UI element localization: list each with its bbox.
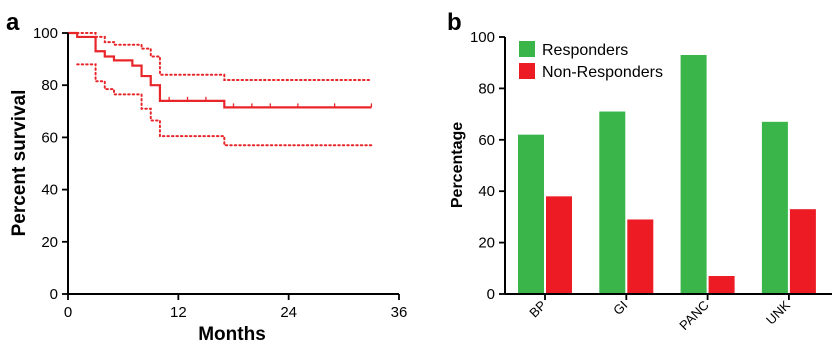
panel-b-label: b: [447, 9, 462, 36]
bar-panc-non-responders: [708, 276, 735, 294]
censor-marks: [168, 96, 373, 108]
category-label: GI: [610, 298, 630, 318]
panel-a-y-axis-title: Percent survival: [9, 90, 30, 237]
y-tick-label: 100: [470, 29, 495, 46]
bar-unk-non-responders: [789, 209, 816, 294]
category-label: PANC: [676, 298, 711, 333]
upper-ci-line: [67, 32, 373, 81]
bar-unk-responders: [761, 121, 788, 294]
y-tick-label: 0: [50, 286, 58, 303]
panel-a-label: a: [6, 9, 20, 36]
y-tick-label: 60: [41, 129, 58, 146]
y-tick-label: 20: [41, 234, 58, 251]
panel-a-y-ticks: 0 20 40 60 80 100: [33, 25, 68, 303]
legend-swatch: [519, 63, 535, 79]
panel-b-category-labels: BP GI PANC UNK: [526, 294, 793, 333]
legend-swatch: [519, 41, 535, 57]
panel-a-survival-chart: a 0 20 40 60 80 100 0 12 24 36 Months Percent su…: [6, 9, 407, 345]
survival-curve: [68, 31, 372, 109]
panel-b-bar-chart: b 0 20 40 60 80 100 BP GI PANC UNK Percentage Re…: [447, 9, 832, 333]
lower-confidence-band: [76, 63, 373, 147]
y-tick-label: 80: [478, 80, 495, 97]
bar-bp-non-responders: [546, 196, 572, 294]
y-tick-label: 40: [478, 183, 495, 200]
y-tick-label: 60: [478, 132, 495, 149]
bar-bp-responders: [518, 134, 544, 294]
y-tick-label: 80: [41, 77, 58, 94]
x-tick-label: 24: [280, 304, 297, 321]
y-tick-label: 0: [487, 286, 495, 303]
legend-label: Responders: [542, 42, 628, 59]
bar-gi-responders: [599, 111, 626, 294]
survival-curve-line: [68, 31, 372, 109]
y-tick-label: 40: [41, 182, 58, 199]
panel-b-y-ticks: 0 20 40 60 80 100: [470, 29, 505, 303]
legend: Responders Non-Responders: [519, 41, 663, 81]
x-tick-label: 0: [64, 304, 72, 321]
panel-b-y-axis-title: Percentage: [449, 122, 466, 208]
bar-series: [518, 54, 816, 294]
bar-gi-non-responders: [627, 219, 654, 294]
x-tick-label: 12: [170, 304, 187, 321]
y-tick-label: 100: [33, 25, 58, 42]
y-tick-label: 20: [478, 235, 495, 252]
lower-ci-line: [76, 63, 373, 147]
bar-panc-responders: [680, 54, 707, 294]
panel-a-x-axis-title: Months: [198, 324, 266, 345]
upper-confidence-band: [67, 32, 373, 81]
category-label: UNK: [763, 297, 793, 327]
category-label: BP: [526, 298, 549, 321]
x-tick-label: 36: [391, 304, 408, 321]
legend-label: Non-Responders: [542, 64, 663, 81]
panel-a-x-ticks: 0 12 24 36: [64, 294, 408, 321]
